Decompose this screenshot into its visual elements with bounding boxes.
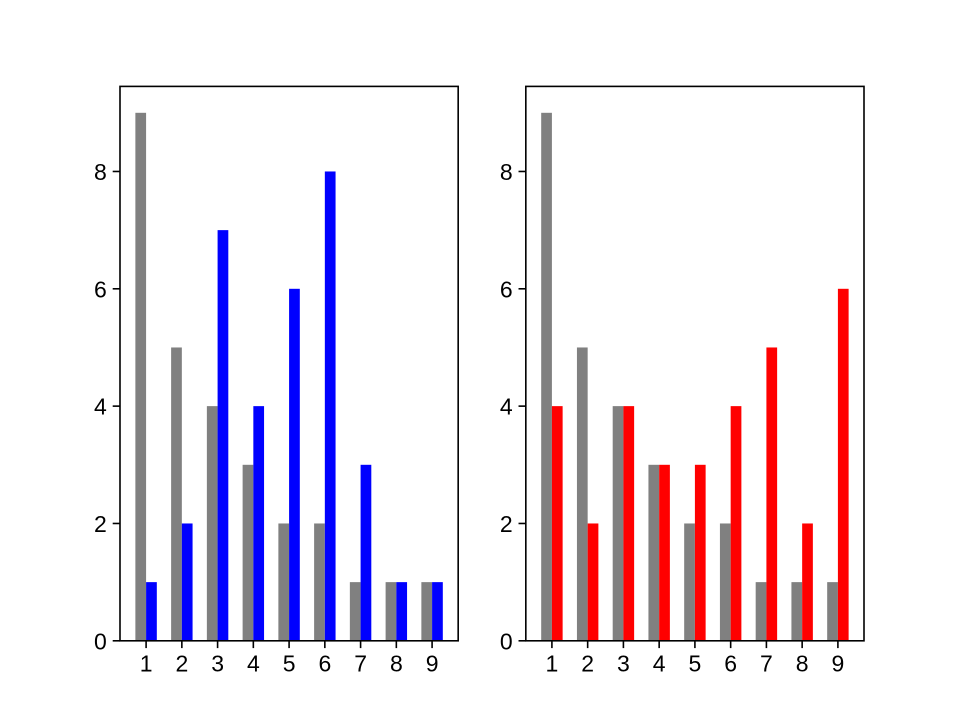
svg-text:4: 4 xyxy=(247,651,260,677)
svg-text:6: 6 xyxy=(318,651,331,677)
svg-text:8: 8 xyxy=(390,651,403,677)
svg-text:7: 7 xyxy=(760,651,773,677)
svg-text:6: 6 xyxy=(500,276,513,302)
svg-text:0: 0 xyxy=(500,628,513,654)
svg-text:6: 6 xyxy=(724,651,737,677)
svg-text:8: 8 xyxy=(94,159,107,185)
svg-text:4: 4 xyxy=(500,394,513,420)
svg-text:8: 8 xyxy=(500,159,513,185)
svg-text:3: 3 xyxy=(617,651,630,677)
svg-text:2: 2 xyxy=(500,511,513,537)
svg-text:6: 6 xyxy=(94,276,107,302)
svg-text:2: 2 xyxy=(175,651,188,677)
svg-text:3: 3 xyxy=(211,651,224,677)
svg-text:4: 4 xyxy=(94,394,107,420)
svg-text:1: 1 xyxy=(546,651,559,677)
svg-text:7: 7 xyxy=(354,651,367,677)
svg-text:5: 5 xyxy=(689,651,702,677)
svg-text:8: 8 xyxy=(796,651,809,677)
svg-text:2: 2 xyxy=(581,651,594,677)
svg-text:1: 1 xyxy=(140,651,153,677)
svg-text:0: 0 xyxy=(94,628,107,654)
svg-text:9: 9 xyxy=(426,651,439,677)
svg-text:9: 9 xyxy=(832,651,845,677)
svg-text:5: 5 xyxy=(283,651,296,677)
svg-text:4: 4 xyxy=(653,651,666,677)
svg-text:2: 2 xyxy=(94,511,107,537)
